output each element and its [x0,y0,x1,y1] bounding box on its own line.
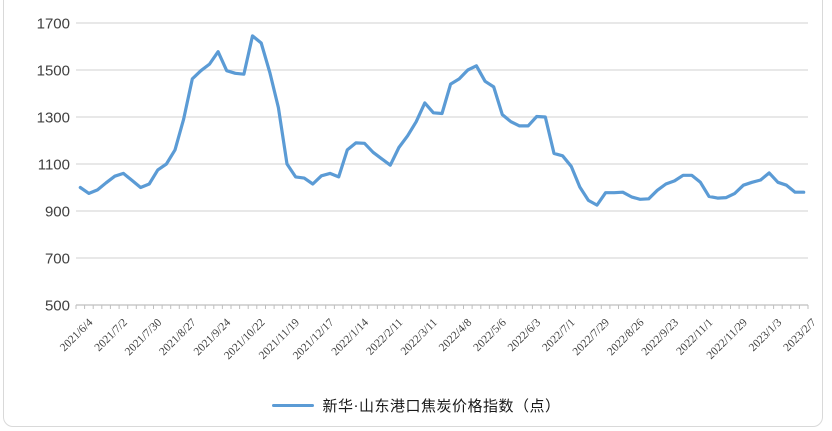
x-axis-label: 2022/9/23 [640,316,682,358]
y-axis-label: 500 [45,298,70,315]
x-axis-label: 2022/4/8 [437,316,475,354]
x-axis-label: 2023/1/3 [747,316,785,354]
y-axis-label: 900 [45,204,70,221]
x-axis-label: 2022/5/6 [471,316,509,354]
x-axis-label: 2022/3/11 [399,316,440,357]
x-axis-label: 2021/6/4 [58,316,96,354]
x-axis-label: 2022/1/14 [330,316,372,358]
y-axis-label: 1100 [38,157,70,174]
y-axis-label: 1500 [37,63,70,80]
x-axis-label: 2022/2/11 [364,316,405,357]
chart-frame-border [3,0,823,427]
legend-series-label: 新华·山东港口焦炭价格指数（点） [322,399,561,415]
y-axis-label: 1700 [37,16,70,33]
legend-line-swatch [271,403,314,408]
x-axis-label: 2022/6/3 [506,316,544,354]
price-line [78,34,806,207]
y-axis-label: 1300 [37,110,70,127]
x-axis-label: 2023/2/7 [781,316,819,354]
y-axis-label: 700 [45,251,70,268]
chart-legend: 新华·山东港口焦炭价格指数（点） [0,395,832,416]
